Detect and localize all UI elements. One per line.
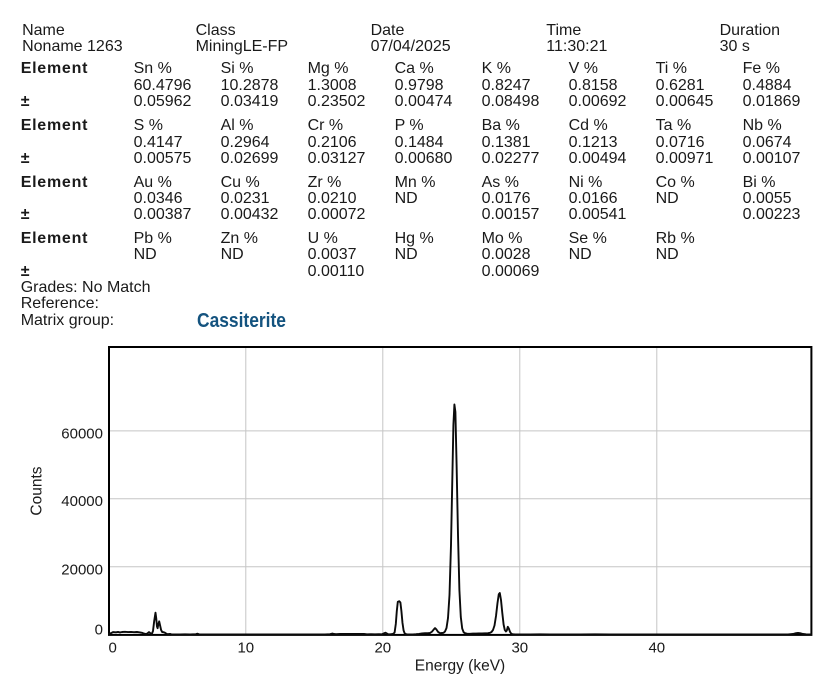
svg-text:40: 40: [648, 640, 665, 657]
svg-text:20: 20: [374, 640, 391, 657]
svg-text:40000: 40000: [61, 493, 103, 510]
svg-text:0: 0: [109, 640, 117, 657]
svg-text:0: 0: [95, 622, 103, 639]
svg-text:10: 10: [237, 640, 254, 657]
svg-text:Counts: Counts: [29, 466, 46, 515]
svg-text:20000: 20000: [61, 562, 103, 579]
svg-text:60000: 60000: [61, 426, 103, 443]
svg-text:30: 30: [511, 640, 528, 657]
svg-text:Energy (keV): Energy (keV): [415, 658, 505, 675]
